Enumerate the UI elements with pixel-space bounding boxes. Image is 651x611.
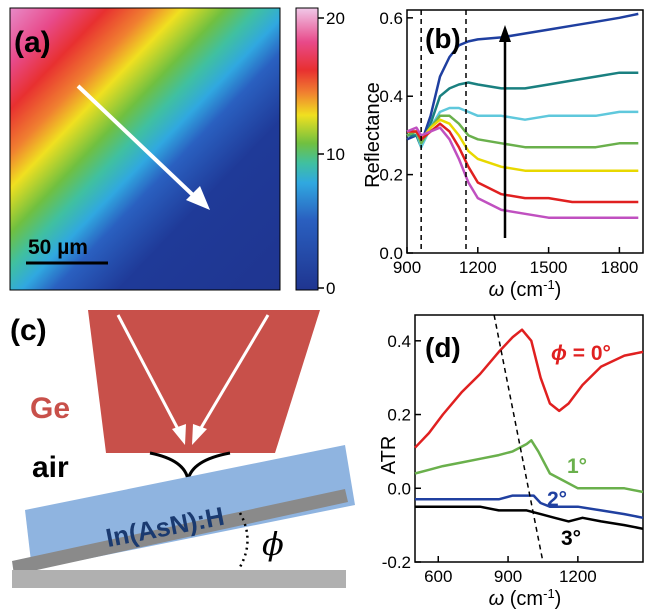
scale-bar-text: 50 µm bbox=[28, 236, 88, 259]
y-tick-label-d-2: 0.2 bbox=[387, 406, 411, 425]
colorbar-tick-10: 10 bbox=[326, 145, 345, 164]
y-tick-label-b-3: 0.6 bbox=[379, 9, 403, 28]
scan-arrow-head bbox=[186, 186, 210, 210]
panel-a-label: (a) bbox=[14, 26, 51, 59]
colorbar-tick-20: 20 bbox=[326, 9, 345, 28]
y-tick-label-d-1: 0.0 bbox=[387, 479, 411, 498]
colorbar bbox=[295, 7, 319, 291]
annot-1: 1° bbox=[567, 455, 587, 478]
reflectance-chart: 900 1200 1500 1800 0.0 0.2 0.4 0.6 (b) Reflecta… bbox=[362, 9, 644, 302]
annot-2: 2° bbox=[547, 488, 567, 511]
x-tick-label-b-2: 1500 bbox=[530, 258, 568, 277]
angle-symbol: ϕ bbox=[262, 525, 284, 563]
substrate-strip bbox=[12, 489, 348, 575]
plot-frame-d bbox=[414, 314, 644, 563]
series-line-d-0 bbox=[414, 328, 644, 449]
annot-3: 3° bbox=[561, 527, 581, 550]
x-tick-label-d-1: 900 bbox=[494, 567, 522, 586]
reflected-ray-right bbox=[196, 314, 270, 434]
series-line-b-5 bbox=[407, 122, 639, 204]
y-tick-label-b-2: 0.4 bbox=[379, 87, 403, 106]
series-line-b-0 bbox=[406, 12, 639, 145]
x-axis-title-d: ω (cm-1) bbox=[489, 586, 562, 611]
increase-arrow-head bbox=[499, 25, 511, 42]
colorbar-tick-0: 0 bbox=[326, 279, 335, 298]
series-line-d-1 bbox=[414, 439, 644, 494]
ge-label: Ge bbox=[30, 392, 70, 425]
panel-c-label: (c) bbox=[10, 314, 47, 347]
incident-ray-left bbox=[116, 314, 182, 434]
annot-phi-0: ϕ = 0° bbox=[551, 342, 611, 365]
x-tick-label-d-0: 600 bbox=[424, 567, 452, 586]
series-line-b-6 bbox=[406, 126, 639, 219]
panel-c: (c) Ge air In(AsN):H ϕ bbox=[0, 305, 355, 611]
ge-prism bbox=[88, 310, 320, 453]
y-tick-label-b-1: 0.2 bbox=[379, 166, 403, 185]
y-tick-label-b-0: 0.0 bbox=[379, 244, 403, 263]
base-plate bbox=[12, 570, 346, 588]
geometry-diagram: (c) Ge air In(AsN):H ϕ bbox=[10, 310, 355, 588]
y-tick-label-d-3: 0.4 bbox=[387, 332, 411, 351]
series-line-d-3 bbox=[415, 505, 644, 531]
incident-ray-left-head bbox=[172, 424, 186, 445]
x-tick-label-b-3: 1800 bbox=[600, 258, 638, 277]
dashed-guide bbox=[493, 314, 544, 563]
series-line-b-2 bbox=[406, 106, 639, 149]
y-tick-label-d-0: -0.2 bbox=[382, 553, 411, 572]
panel-d-label: (d) bbox=[425, 332, 461, 363]
x-tick-label-b-0: 900 bbox=[393, 258, 421, 277]
panel-a: (a) 50 µm 20 10 0 bbox=[0, 0, 355, 305]
x-tick-label-d-2: 1200 bbox=[559, 567, 597, 586]
reflected-ray-right-head bbox=[192, 424, 207, 445]
x-axis-title-b: ω (cm-1) bbox=[489, 277, 562, 302]
panel-b-label: (b) bbox=[425, 23, 461, 54]
scan-arrow-line bbox=[76, 84, 198, 200]
y-axis-title-b: Reflectance bbox=[362, 82, 384, 188]
air-label: air bbox=[32, 451, 69, 484]
y-axis-title-d: ATR bbox=[378, 436, 400, 475]
panel-b: 900 1200 1500 1800 0.0 0.2 0.4 0.6 (b) Reflecta… bbox=[355, 0, 651, 305]
panel-a-figure: (a) 50 µm 20 10 0 bbox=[9, 7, 345, 298]
sample-layer bbox=[25, 445, 355, 570]
atr-chart: 600 900 1200 -0.2 0.0 0.2 0.4 (d) ϕ = 0° 1° 2°… bbox=[378, 314, 644, 611]
x-tick-label-b-1: 1200 bbox=[459, 258, 497, 277]
panel-d: 600 900 1200 -0.2 0.0 0.2 0.4 (d) ϕ = 0° 1° 2°… bbox=[355, 305, 651, 611]
